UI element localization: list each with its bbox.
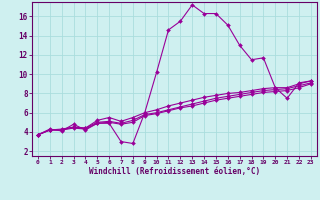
X-axis label: Windchill (Refroidissement éolien,°C): Windchill (Refroidissement éolien,°C) — [89, 167, 260, 176]
